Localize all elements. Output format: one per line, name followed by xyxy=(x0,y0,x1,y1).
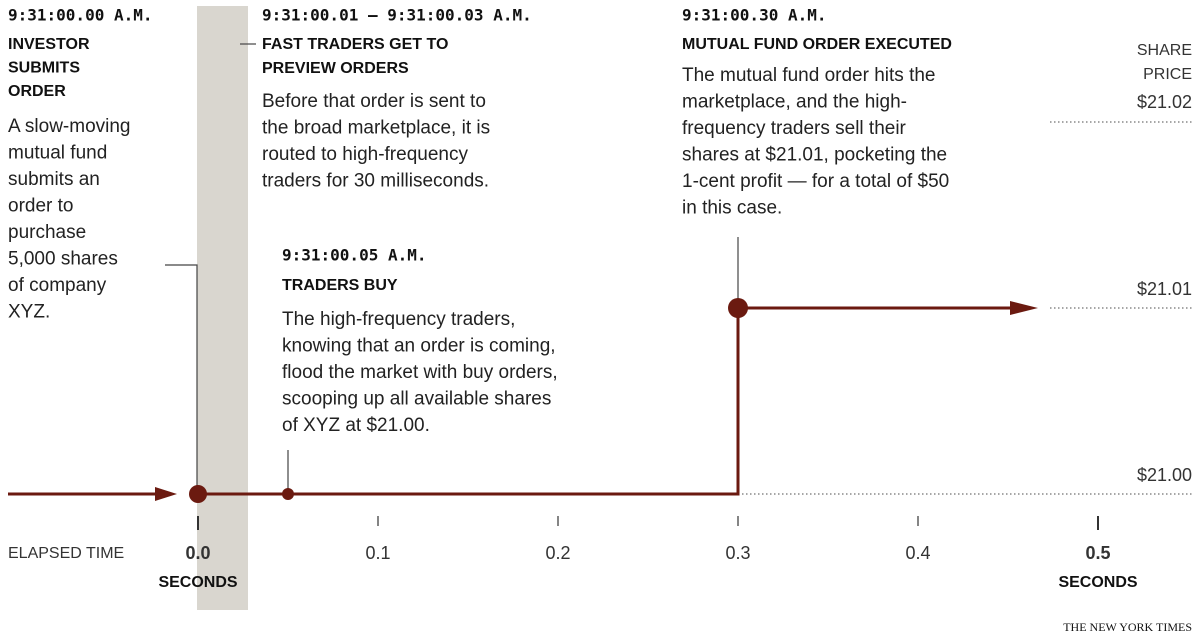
event-body: of company xyxy=(8,275,107,296)
event-heading: SUBMITS xyxy=(8,60,80,77)
event-heading: MUTUAL FUND ORDER EXECUTED xyxy=(682,36,952,53)
event-body: knowing that an order is coming, xyxy=(282,336,556,357)
event-dot xyxy=(189,485,207,503)
tick-label: 0.1 xyxy=(365,543,390,563)
event-body: The high-frequency traders, xyxy=(282,309,515,330)
event-time: 9:31:00.01 – 9:31:00.03 A.M. xyxy=(262,6,532,25)
arrowhead xyxy=(155,487,177,501)
tick-label: 0.5 xyxy=(1085,543,1110,563)
price-levels xyxy=(742,121,1192,495)
event-dot xyxy=(728,298,748,318)
event-body: purchase xyxy=(8,222,86,243)
event-body: scooping up all available shares xyxy=(282,389,551,410)
event-body: marketplace, and the high- xyxy=(682,92,907,113)
step-line xyxy=(198,306,1015,496)
tick-label: 0.3 xyxy=(725,543,750,563)
event-body: flood the market with buy orders, xyxy=(282,362,558,383)
event-body: routed to high-frequency xyxy=(262,144,468,165)
price-level-label: $21.00 xyxy=(1137,465,1192,485)
event-body: order to xyxy=(8,196,73,217)
axis-label: ELAPSED TIME xyxy=(8,545,124,562)
event-body: XYZ. xyxy=(8,302,50,323)
credit: THE NEW YORK TIMES xyxy=(1063,620,1192,634)
axis-unit: SECONDS xyxy=(158,574,237,591)
event-dot xyxy=(282,488,294,500)
arrowhead xyxy=(1010,301,1038,315)
markers xyxy=(155,298,1038,503)
price-path xyxy=(8,306,1015,496)
event-heading: ORDER xyxy=(8,83,66,100)
price-label: SHARE xyxy=(1137,42,1192,59)
event-body: frequency traders sell their xyxy=(682,118,907,139)
axis-unit: SECONDS xyxy=(1058,574,1137,591)
event-time: 9:31:00.00 A.M. xyxy=(8,6,153,25)
event-heading: FAST TRADERS GET TO xyxy=(262,36,448,53)
event-body: shares at $21.01, pocketing the xyxy=(682,145,947,166)
price-level-label: $21.02 xyxy=(1137,92,1192,112)
event-body: Before that order is sent to xyxy=(262,91,486,112)
event-heading: INVESTOR xyxy=(8,36,90,53)
price-level-label: $21.01 xyxy=(1137,279,1192,299)
event-body: mutual fund xyxy=(8,143,107,164)
event-body: The mutual fund order hits the xyxy=(682,65,935,86)
event-heading: PREVIEW ORDERS xyxy=(262,60,409,77)
tick-label: 0.4 xyxy=(905,543,930,563)
event-body: traders for 30 milliseconds. xyxy=(262,171,489,192)
event-time: 9:31:00.05 A.M. xyxy=(282,246,427,265)
event-body: submits an xyxy=(8,169,100,190)
tick-label: 0.2 xyxy=(545,543,570,563)
event-body: A slow-moving xyxy=(8,116,131,137)
event-heading: TRADERS BUY xyxy=(282,277,398,294)
event-body: 1-cent profit — for a total of $50 xyxy=(682,171,949,192)
event-time: 9:31:00.30 A.M. xyxy=(682,6,827,25)
price-label: PRICE xyxy=(1143,66,1192,83)
event-body: 5,000 shares xyxy=(8,249,118,270)
leader xyxy=(165,264,198,494)
event-body: the broad marketplace, it is xyxy=(262,118,490,139)
tick-label: 0.0 xyxy=(185,543,210,563)
event-body: in this case. xyxy=(682,198,782,219)
leaders xyxy=(165,43,739,494)
event-body: of XYZ at $21.00. xyxy=(282,415,430,436)
preview-band xyxy=(197,6,248,610)
